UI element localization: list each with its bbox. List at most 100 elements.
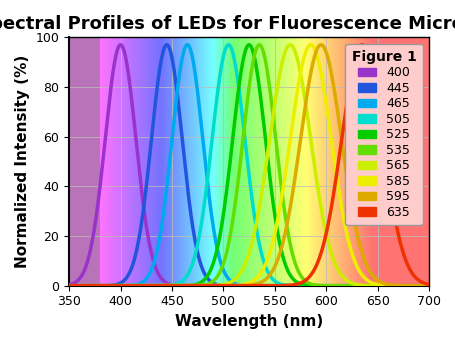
- Bar: [142, 37, 143, 286]
- Bar: [93, 37, 94, 286]
- Bar: [371, 37, 372, 286]
- Bar: [383, 37, 384, 286]
- Bar: [336, 37, 337, 286]
- Bar: [259, 37, 260, 286]
- Bar: [201, 37, 202, 286]
- Bar: [200, 37, 201, 286]
- Bar: [401, 37, 402, 286]
- Bar: [319, 37, 320, 286]
- Bar: [271, 37, 272, 286]
- Bar: [127, 37, 128, 286]
- Bar: [372, 37, 373, 286]
- Bar: [108, 37, 109, 286]
- Bar: [159, 37, 160, 286]
- Bar: [163, 37, 164, 286]
- Bar: [339, 37, 340, 286]
- Bar: [197, 37, 198, 286]
- Bar: [249, 37, 250, 286]
- Bar: [147, 37, 148, 286]
- Bar: [104, 37, 105, 286]
- Bar: [101, 37, 102, 286]
- Bar: [211, 37, 212, 286]
- Bar: [117, 37, 118, 286]
- Bar: [76, 37, 77, 286]
- Bar: [83, 37, 84, 286]
- Bar: [325, 37, 326, 286]
- Bar: [394, 37, 395, 286]
- Bar: [112, 37, 113, 286]
- Bar: [171, 37, 172, 286]
- Bar: [282, 37, 283, 286]
- Bar: [204, 37, 205, 286]
- Bar: [281, 37, 282, 286]
- Bar: [252, 37, 253, 286]
- Bar: [305, 37, 306, 286]
- Bar: [88, 37, 89, 286]
- Bar: [136, 37, 137, 286]
- Bar: [161, 37, 162, 286]
- Bar: [135, 37, 136, 286]
- Bar: [324, 37, 325, 286]
- Bar: [391, 37, 392, 286]
- Bar: [191, 37, 192, 286]
- Bar: [400, 37, 401, 286]
- Bar: [389, 37, 390, 286]
- Bar: [292, 37, 293, 286]
- Bar: [179, 37, 180, 286]
- Bar: [311, 37, 312, 286]
- Bar: [415, 37, 416, 286]
- Bar: [265, 37, 266, 286]
- Bar: [272, 37, 273, 286]
- Bar: [77, 37, 78, 286]
- Bar: [123, 37, 124, 286]
- Bar: [424, 37, 425, 286]
- Bar: [347, 37, 348, 286]
- Bar: [300, 37, 301, 286]
- Bar: [335, 37, 336, 286]
- Bar: [354, 37, 355, 286]
- Bar: [367, 37, 368, 286]
- Bar: [240, 37, 241, 286]
- Bar: [254, 37, 255, 286]
- Bar: [241, 37, 242, 286]
- Bar: [416, 37, 417, 286]
- Bar: [113, 37, 114, 286]
- Bar: [85, 37, 86, 286]
- Bar: [128, 37, 129, 286]
- Bar: [258, 37, 259, 286]
- Bar: [283, 37, 284, 286]
- Bar: [121, 37, 122, 286]
- Bar: [216, 37, 217, 286]
- Bar: [301, 37, 302, 286]
- Bar: [225, 37, 226, 286]
- Bar: [422, 37, 423, 286]
- Bar: [196, 37, 197, 286]
- Bar: [116, 37, 117, 286]
- Bar: [102, 37, 103, 286]
- Bar: [202, 37, 203, 286]
- Bar: [79, 37, 80, 286]
- Bar: [220, 37, 221, 286]
- Bar: [131, 37, 132, 286]
- Bar: [333, 37, 334, 286]
- Bar: [219, 37, 220, 286]
- Bar: [373, 37, 374, 286]
- Bar: [266, 37, 267, 286]
- Bar: [350, 37, 351, 286]
- Bar: [234, 37, 235, 286]
- Bar: [90, 37, 91, 286]
- Bar: [291, 37, 292, 286]
- Bar: [190, 37, 191, 286]
- Bar: [369, 37, 370, 286]
- Bar: [297, 37, 298, 286]
- Bar: [175, 37, 176, 286]
- Bar: [210, 37, 211, 286]
- Bar: [414, 37, 415, 286]
- Bar: [284, 37, 285, 286]
- Bar: [365, 37, 366, 286]
- Bar: [80, 37, 81, 286]
- Bar: [289, 37, 290, 286]
- Bar: [306, 37, 307, 286]
- Bar: [151, 37, 152, 286]
- Bar: [122, 37, 123, 286]
